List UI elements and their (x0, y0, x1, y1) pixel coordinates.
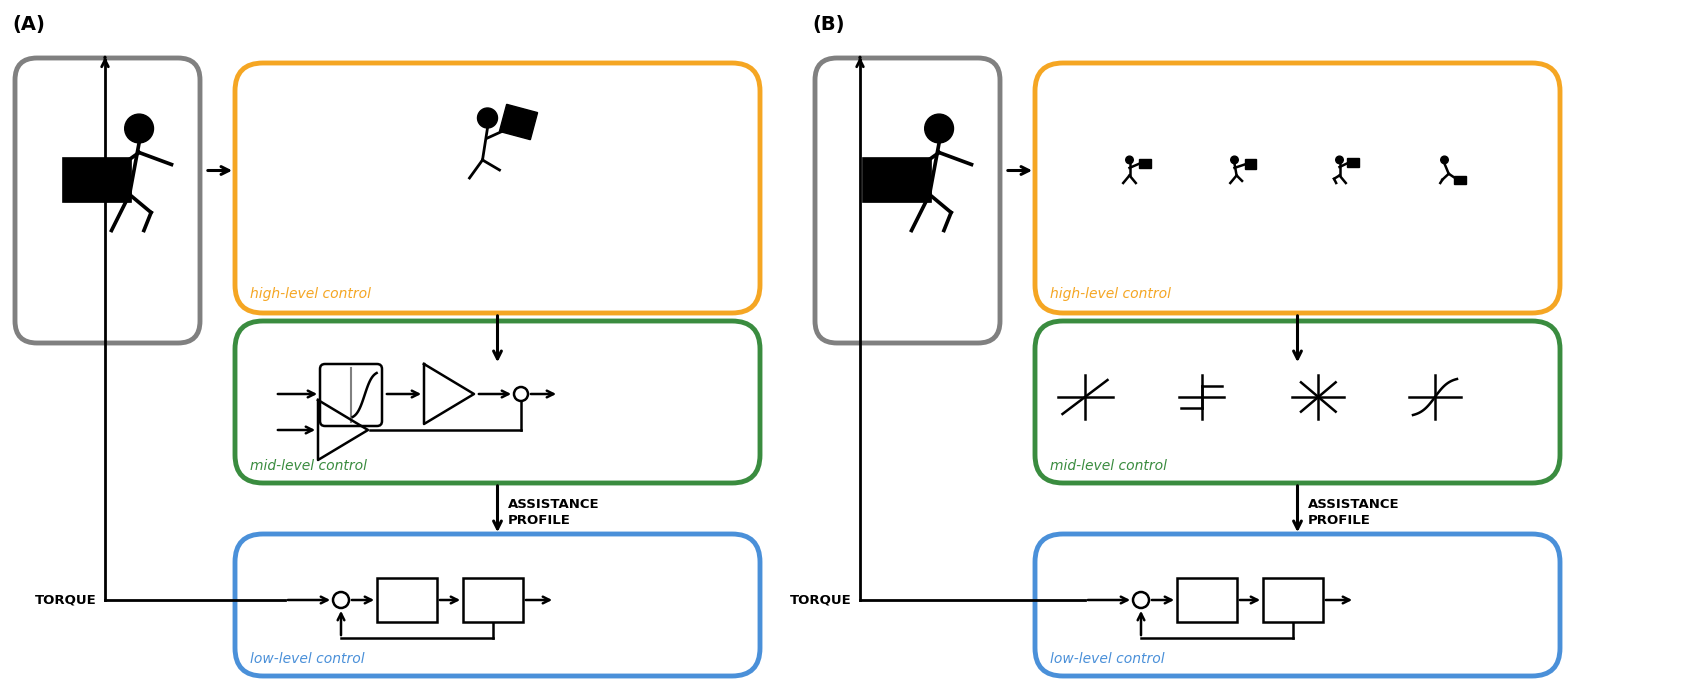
Circle shape (1441, 156, 1447, 163)
Bar (1348, 158, 1360, 167)
Text: low-level control: low-level control (250, 652, 365, 666)
Bar (64, 158, 130, 200)
FancyBboxPatch shape (319, 364, 382, 426)
Bar (500, 104, 537, 140)
Text: TORQUE: TORQUE (35, 593, 96, 607)
FancyBboxPatch shape (15, 58, 199, 343)
FancyBboxPatch shape (1035, 534, 1561, 676)
Text: ASSISTANCE
PROFILE: ASSISTANCE PROFILE (1307, 498, 1398, 528)
FancyBboxPatch shape (235, 534, 760, 676)
Bar (863, 158, 929, 200)
FancyBboxPatch shape (1035, 321, 1561, 483)
Circle shape (1127, 156, 1133, 163)
Text: high-level control: high-level control (1051, 287, 1170, 301)
Text: ACTIVITY: ACTIVITY (1307, 334, 1375, 348)
Bar (377, 578, 437, 622)
Circle shape (924, 114, 954, 143)
Bar (64, 158, 130, 200)
Circle shape (125, 114, 154, 143)
Bar (1263, 578, 1322, 622)
Circle shape (1336, 156, 1343, 163)
Bar (1245, 159, 1257, 169)
Text: mid-level control: mid-level control (1051, 459, 1167, 473)
Text: low-level control: low-level control (1051, 652, 1165, 666)
Bar (1138, 158, 1150, 168)
Circle shape (1231, 156, 1238, 163)
Bar (863, 158, 929, 200)
Text: TORQUE: TORQUE (790, 593, 851, 607)
Text: LIFTING: LIFTING (507, 334, 566, 348)
Text: (A): (A) (12, 15, 46, 34)
Bar (1177, 578, 1236, 622)
Bar (463, 578, 524, 622)
Text: mid-level control: mid-level control (250, 459, 367, 473)
Text: ASSISTANCE
PROFILE: ASSISTANCE PROFILE (507, 498, 600, 528)
Text: (B): (B) (812, 15, 844, 34)
FancyBboxPatch shape (235, 321, 760, 483)
Bar (1454, 177, 1466, 184)
Circle shape (478, 108, 498, 128)
FancyBboxPatch shape (235, 63, 760, 313)
Text: high-level control: high-level control (250, 287, 372, 301)
FancyBboxPatch shape (816, 58, 1000, 343)
FancyBboxPatch shape (1035, 63, 1561, 313)
